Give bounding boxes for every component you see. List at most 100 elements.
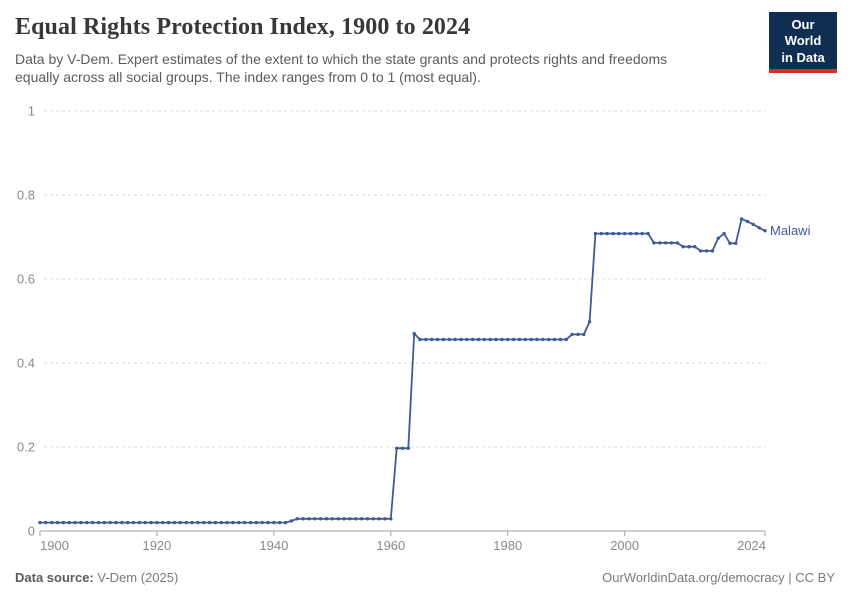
data-point xyxy=(412,331,416,336)
y-axis-tick-label: 0.8 xyxy=(17,188,35,203)
data-point xyxy=(202,520,206,525)
data-point xyxy=(476,337,481,342)
data-point xyxy=(634,231,639,236)
data-point xyxy=(50,520,54,525)
data-point xyxy=(611,231,615,236)
data-point xyxy=(640,231,644,236)
data-point xyxy=(371,517,375,521)
x-axis-tick-label: 1940 xyxy=(259,538,288,553)
data-point xyxy=(324,517,329,521)
data-point xyxy=(354,517,358,521)
data-point xyxy=(365,517,370,521)
data-point xyxy=(237,520,241,525)
data-point xyxy=(687,245,691,249)
data-point xyxy=(529,337,533,342)
y-axis-tick-label: 1 xyxy=(28,104,35,119)
data-point xyxy=(289,519,294,523)
chart-subtitle: Data by V-Dem. Expert estimates of the e… xyxy=(15,50,755,86)
data-point xyxy=(225,520,229,525)
data-point xyxy=(558,337,563,342)
data-point xyxy=(348,517,352,521)
data-point xyxy=(430,337,434,342)
x-axis-tick-label: 2000 xyxy=(610,538,639,553)
data-point xyxy=(582,332,586,337)
data-point xyxy=(196,520,200,525)
data-point xyxy=(535,337,539,342)
data-point xyxy=(552,337,557,342)
page-title: Equal Rights Protection Index, 1900 to 2… xyxy=(15,14,471,40)
data-point xyxy=(406,446,410,450)
x-axis-tick-label: 1900 xyxy=(40,538,69,553)
data-point xyxy=(260,520,264,525)
subtitle-line-1: Data by V-Dem. Expert estimates of the e… xyxy=(15,51,668,67)
data-point xyxy=(564,337,568,342)
data-point xyxy=(459,337,463,342)
data-point xyxy=(646,231,650,236)
data-point xyxy=(184,520,188,525)
data-point xyxy=(617,231,621,236)
data-point xyxy=(272,520,276,525)
y-axis-tick-label: 0 xyxy=(28,524,35,539)
data-source: Data source: V-Dem (2025) xyxy=(15,570,178,585)
owid-logo-line1: Our World xyxy=(784,17,822,49)
data-point xyxy=(541,337,545,342)
data-point xyxy=(745,219,750,224)
data-point xyxy=(79,520,83,525)
data-point xyxy=(716,236,720,240)
data-point xyxy=(605,231,609,236)
data-point xyxy=(757,226,761,230)
data-point xyxy=(102,520,107,525)
data-point xyxy=(254,520,258,525)
data-point xyxy=(295,517,299,521)
series-line[interactable] xyxy=(39,218,766,524)
data-point xyxy=(178,520,182,525)
data-point xyxy=(313,517,317,521)
y-axis-tick-label: 0.2 xyxy=(17,440,35,455)
data-point xyxy=(763,229,767,233)
subtitle-line-2: equally across all social groups. The in… xyxy=(15,69,481,86)
data-point xyxy=(739,217,744,221)
data-point xyxy=(213,520,218,525)
data-point xyxy=(389,517,393,521)
data-point xyxy=(699,249,703,253)
data-point xyxy=(114,520,118,525)
data-point xyxy=(90,520,95,525)
data-point xyxy=(628,231,633,236)
data-point xyxy=(85,520,89,525)
owid-logo-line2: in Data xyxy=(781,49,825,65)
data-point xyxy=(453,337,457,342)
data-point xyxy=(207,520,212,525)
data-point xyxy=(131,520,136,525)
x-axis-tick-label: 1920 xyxy=(142,538,171,553)
data-point xyxy=(681,245,685,249)
data-point xyxy=(576,332,580,337)
data-point xyxy=(400,446,405,450)
data-point xyxy=(55,520,60,525)
data-point xyxy=(734,241,738,245)
data-point xyxy=(511,337,516,342)
data-point xyxy=(623,231,627,236)
data-point xyxy=(424,337,428,342)
data-point xyxy=(96,520,101,525)
data-point xyxy=(506,337,510,342)
data-point xyxy=(301,517,305,521)
series-malawi[interactable]: Malawi xyxy=(38,217,811,525)
data-point xyxy=(587,320,592,324)
data-point xyxy=(248,520,253,525)
x-axis-tick-label: 1980 xyxy=(493,538,522,553)
data-point xyxy=(471,337,475,342)
data-point xyxy=(330,517,334,521)
data-point xyxy=(137,520,142,525)
data-point xyxy=(722,231,726,236)
x-axis-tick-label: 1960 xyxy=(376,538,405,553)
data-point xyxy=(166,520,171,525)
data-point xyxy=(517,337,522,342)
data-point xyxy=(149,520,153,525)
data-point xyxy=(266,520,270,525)
data-source-value: V-Dem (2025) xyxy=(93,570,179,585)
data-point xyxy=(172,520,177,525)
data-point xyxy=(547,337,551,342)
data-point xyxy=(318,517,323,521)
x-axis-tick-label: 2024 xyxy=(737,538,766,553)
